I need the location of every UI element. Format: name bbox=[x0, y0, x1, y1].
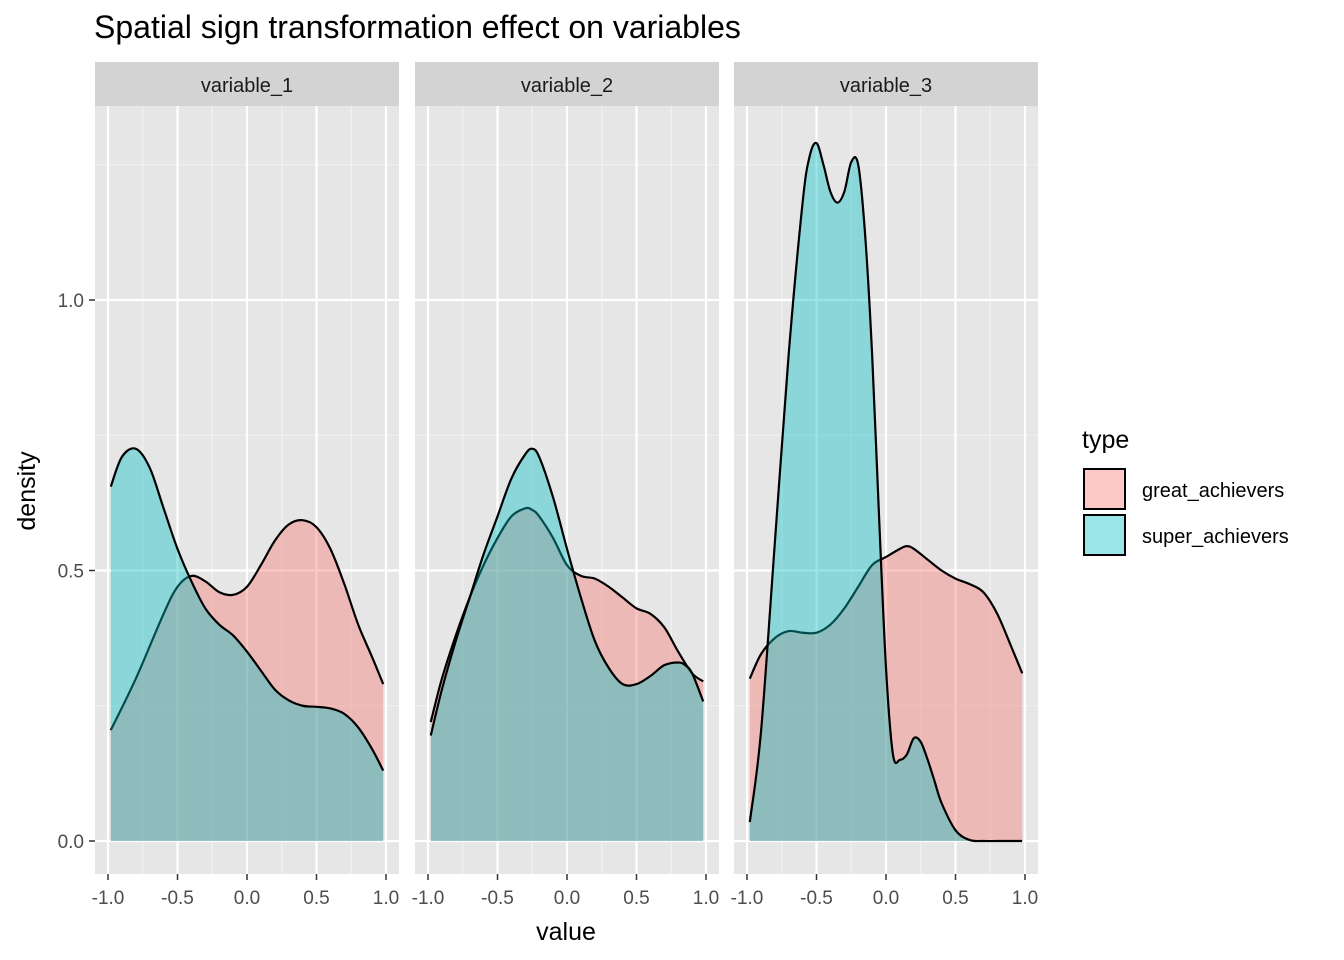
facet-panels: variable_1 -1.0 -0.5 0.0 0.5 1.0 variable_2 -1.… bbox=[92, 62, 1038, 909]
facet-panel-variable_2: variable_2 -1.0 -0.5 0.0 0.5 1.0 bbox=[412, 62, 719, 909]
density-area-super_achievers bbox=[430, 448, 704, 841]
legend-key-background bbox=[1083, 514, 1126, 556]
density-line-great_achievers bbox=[748, 545, 1024, 680]
y-tick-label: 1.0 bbox=[58, 291, 84, 312]
density-line-great_achievers bbox=[109, 519, 385, 731]
legend-label-super_achievers: super_achievers bbox=[1142, 526, 1289, 548]
x-tick-label: -0.5 bbox=[800, 888, 833, 909]
x-tick-label: -1.0 bbox=[731, 888, 764, 909]
density-area-great_achievers bbox=[430, 507, 704, 841]
y-axis-title: density bbox=[13, 451, 41, 531]
facet-strip-label: variable_3 bbox=[840, 75, 932, 97]
y-tick-label: 0.5 bbox=[58, 562, 84, 583]
density-area-super_achievers bbox=[749, 142, 1023, 842]
x-tick-label: -0.5 bbox=[481, 888, 514, 909]
density-line-super_achievers bbox=[429, 447, 705, 736]
density-area-great_achievers bbox=[110, 520, 384, 841]
density-area-great_achievers bbox=[749, 546, 1023, 841]
legend-label-great_achievers: great_achievers bbox=[1142, 480, 1284, 502]
legend-key-background bbox=[1083, 468, 1126, 510]
x-tick-label: 0.0 bbox=[873, 888, 899, 909]
x-tick-label: -0.5 bbox=[161, 888, 194, 909]
density-line-super_achievers bbox=[109, 447, 385, 772]
density-line-super_achievers bbox=[748, 141, 1023, 843]
x-tick-label: 0.0 bbox=[554, 888, 580, 909]
x-tick-label: 1.0 bbox=[1012, 888, 1038, 909]
legend-title: type bbox=[1082, 426, 1129, 454]
legend: type great_achievers super_achievers bbox=[1082, 426, 1289, 556]
density-area-super_achievers bbox=[110, 448, 384, 841]
x-tick-label: 1.0 bbox=[693, 888, 719, 909]
y-tick-label: 0.0 bbox=[58, 832, 84, 853]
x-tick-label: -1.0 bbox=[412, 888, 445, 909]
facet-strip bbox=[734, 62, 1038, 106]
x-tick-label: 0.0 bbox=[234, 888, 260, 909]
chart-title: Spatial sign transformation effect on va… bbox=[94, 9, 741, 45]
facet-strip bbox=[415, 62, 719, 106]
facet-strip bbox=[95, 62, 399, 106]
x-tick-label: 0.5 bbox=[942, 888, 968, 909]
density-line-great_achievers bbox=[429, 506, 704, 723]
x-axis-title: value bbox=[536, 918, 596, 946]
facet-panel-variable_1: variable_1 -1.0 -0.5 0.0 0.5 1.0 bbox=[92, 62, 399, 909]
x-tick-label: -1.0 bbox=[92, 888, 125, 909]
facet-strip-label: variable_1 bbox=[201, 75, 293, 97]
x-tick-label: 0.5 bbox=[623, 888, 649, 909]
facet-strip-label: variable_2 bbox=[521, 75, 613, 97]
legend-key-super_achievers bbox=[1083, 514, 1126, 556]
x-tick-label: 0.5 bbox=[303, 888, 329, 909]
legend-key-great_achievers bbox=[1083, 468, 1126, 510]
x-tick-label: 1.0 bbox=[373, 888, 399, 909]
y-axis: 0.0 0.5 1.0 bbox=[58, 291, 95, 853]
facet-panel-variable_3: variable_3 -1.0 -0.5 0.0 0.5 1.0 bbox=[731, 62, 1038, 909]
